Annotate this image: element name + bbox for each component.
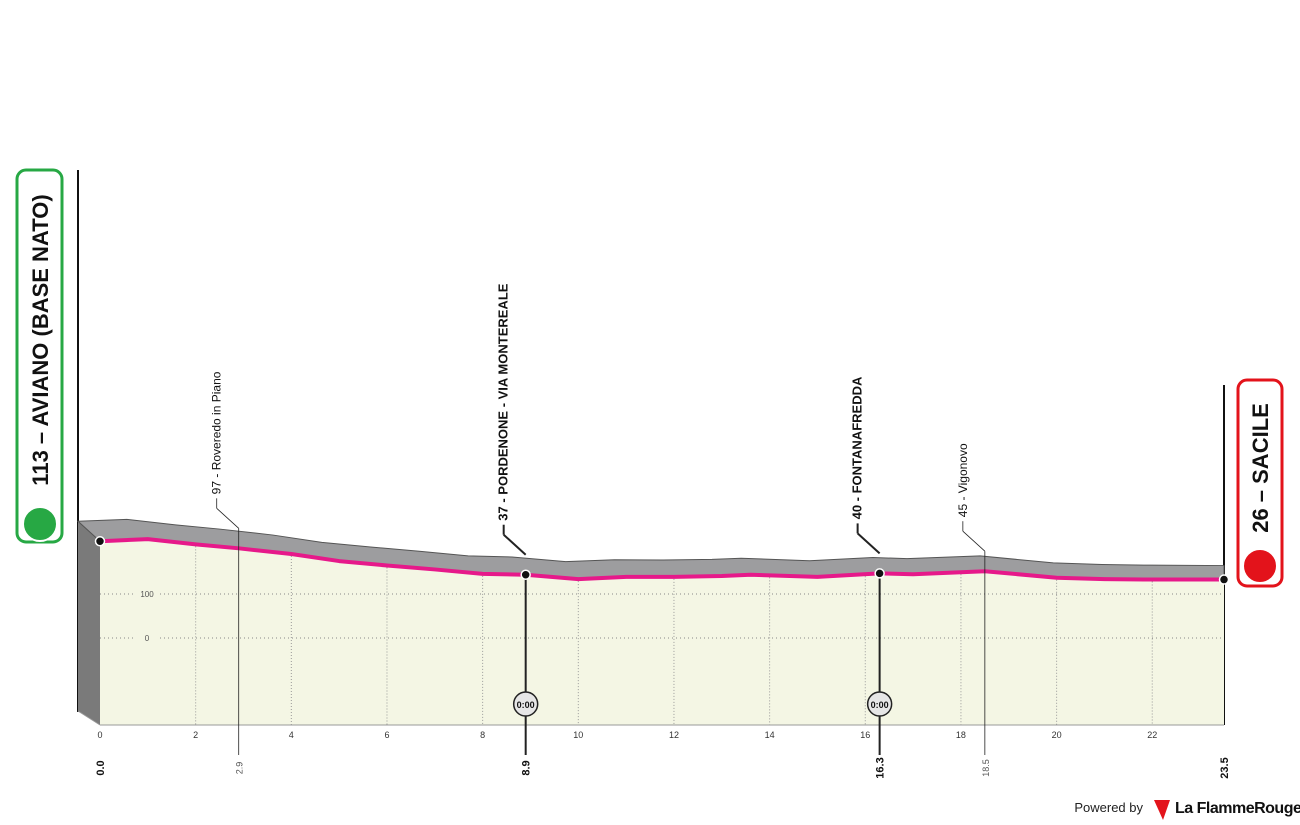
x-tick-label: 16 [860,730,870,740]
waypoint-label: 40 - FONTANAFREDDA [850,376,865,519]
profile-line [99,537,1224,582]
timing-icon [512,691,539,717]
km-label: 16.3 [875,757,887,778]
tick-bg [136,632,158,644]
footer-powered: Powered by [1074,800,1143,815]
waypoint-label: 37 - PORDENONE - VIA MONTEREALE [496,283,511,520]
finish-label: 26 – SACILE [1248,403,1273,533]
waypoint-leader [216,508,239,529]
tick-bg [136,588,158,600]
start-badge [15,168,64,544]
km-label: 18.5 [981,759,991,777]
finish-badge [1236,378,1284,588]
waypoint-dot [874,568,885,579]
endpoint-dot [1218,574,1230,585]
y-tick-label: 100 [140,590,154,599]
km-label: 23.5 [1219,757,1231,778]
y-tick-label: 0 [145,634,150,643]
km-label: 2.9 [235,762,245,775]
waypoint-leader [503,533,527,556]
waypoint-label: 45 - Vigonovo [956,443,970,517]
x-tick-label: 10 [573,730,583,740]
x-tick-label: 6 [384,730,389,740]
waypoint-label: 97 - Roveredo in Piano [210,371,224,494]
start-icon [22,506,58,542]
footer-brand: La FlammeRouge [1175,800,1300,817]
timing-label: 0:00 [517,700,535,710]
endpoint-dot [94,536,106,547]
km-label: 0.0 [95,760,107,775]
profile-area [100,539,1224,725]
x-tick-label: 8 [480,730,485,740]
waypoint-leader [962,530,986,552]
profile-wall [78,521,100,725]
timing-icon [866,691,893,717]
x-tick-label: 20 [1052,730,1062,740]
waypoint-dot [520,569,531,580]
x-tick-label: 14 [765,730,775,740]
start-label: 113 – AVIANO (BASE NATO) [28,194,53,485]
floor-line [77,710,101,726]
x-tick-label: 12 [669,730,679,740]
x-tick-label: 0 [97,730,102,740]
x-tick-label: 2 [193,730,198,740]
x-tick-label: 22 [1147,730,1157,740]
x-tick-label: 4 [289,730,294,740]
km-label: 8.9 [521,760,533,775]
brand-logo [1154,800,1170,820]
waypoint-leader [856,532,881,555]
finish-icon [1242,548,1278,584]
x-tick-label: 18 [956,730,966,740]
timing-label: 0:00 [871,700,889,710]
